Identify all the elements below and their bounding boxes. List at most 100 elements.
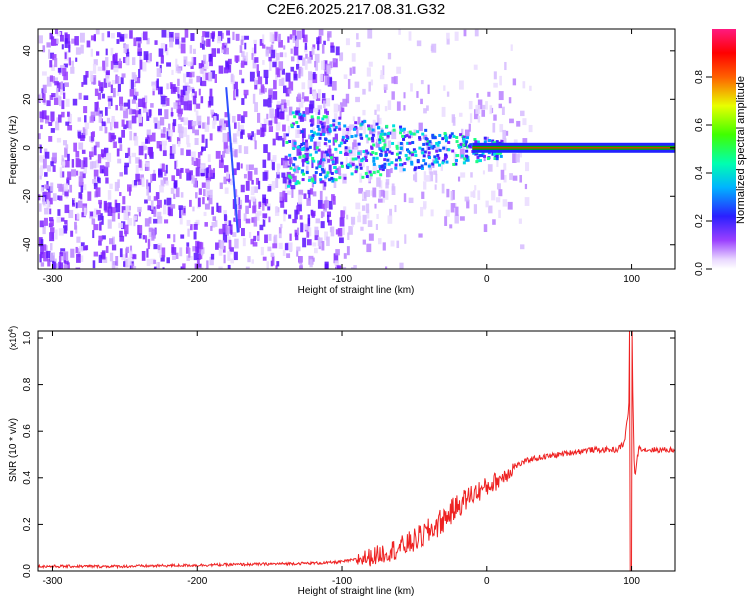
heatmap-cell: [358, 158, 362, 165]
heatmap-cell: [44, 172, 48, 177]
heatmap-cell: [495, 154, 499, 158]
heatmap-cell: [360, 159, 365, 168]
heatmap-cell: [339, 102, 343, 113]
heatmap-cell: [475, 152, 479, 156]
heatmap-cell: [111, 118, 116, 127]
heatmap-cell: [283, 213, 286, 222]
heatmap-cell: [216, 48, 220, 54]
heatmap-cell: [52, 261, 56, 269]
heatmap-cell: [256, 235, 260, 240]
heatmap-cell: [491, 190, 496, 201]
heatmap-cell: [193, 104, 197, 112]
heatmap-cell: [109, 238, 114, 245]
heatmap-cell: [300, 130, 304, 134]
heatmap-cell: [319, 180, 323, 184]
heatmap-cell: [144, 153, 147, 160]
heatmap-cell: [399, 262, 404, 269]
heatmap-cell: [276, 168, 280, 175]
heatmap-cell: [378, 164, 382, 168]
heatmap-cell: [361, 205, 366, 211]
heatmap-cell: [330, 45, 335, 53]
heatmap-cell: [522, 138, 528, 143]
heatmap-cell: [47, 258, 51, 267]
heatmap-cell: [89, 75, 94, 82]
heatmap-cell: [243, 213, 247, 222]
heatmap-cell: [204, 122, 210, 132]
heatmap-cell: [85, 127, 88, 136]
heatmap-cell: [210, 70, 216, 79]
heatmap-cell: [83, 184, 87, 191]
heatmap-cell: [117, 83, 121, 92]
heatmap-cell: [495, 197, 501, 203]
heatmap-cell: [71, 169, 76, 177]
heatmap-cell: [164, 219, 169, 224]
heatmap-cell: [119, 248, 123, 258]
heatmap-cell: [262, 88, 267, 93]
heatmap-cell: [55, 88, 59, 98]
top-x-tick-label: -300: [42, 274, 62, 285]
heatmap-cell: [256, 129, 261, 135]
heatmap-cell: [107, 152, 112, 162]
heatmap-cell: [132, 82, 136, 88]
heatmap-cell: [98, 80, 101, 86]
heatmap-cell: [311, 47, 315, 55]
top-x-axis-label: Height of straight line (km): [298, 285, 415, 296]
heatmap-cell: [268, 56, 272, 62]
heatmap-cell: [362, 109, 366, 116]
heatmap-cell: [95, 187, 101, 197]
heatmap-cell: [326, 236, 330, 247]
heatmap-cell: [444, 133, 448, 137]
heatmap-cell: [317, 109, 321, 115]
heatmap-cell: [288, 81, 294, 91]
heatmap-cell: [148, 227, 154, 232]
heatmap-cell: [137, 48, 142, 55]
heatmap-cell: [473, 64, 478, 70]
heatmap-cell: [327, 33, 330, 42]
heatmap-cell: [175, 36, 180, 45]
heatmap-cell: [147, 205, 151, 211]
heatmap-cell: [150, 103, 154, 108]
heatmap-cell: [321, 203, 326, 209]
heatmap-cell: [44, 184, 50, 189]
heatmap-cell: [524, 197, 530, 206]
heatmap-cell: [93, 145, 97, 156]
heatmap-cell: [312, 174, 317, 184]
heatmap-cell: [191, 151, 196, 162]
heatmap-cell: [191, 121, 197, 127]
heatmap-cell: [262, 34, 265, 44]
heatmap-cell: [43, 251, 48, 262]
heatmap-cell: [83, 95, 89, 100]
heatmap-cell: [272, 61, 277, 68]
heatmap-cell: [268, 88, 273, 95]
heatmap-cell: [81, 212, 86, 218]
heatmap-cell: [131, 57, 136, 66]
heatmap-cell: [117, 32, 121, 38]
heatmap-cell: [164, 109, 169, 120]
heatmap-cell: [98, 254, 103, 263]
heatmap-cell: [153, 196, 159, 201]
heatmap-cell: [159, 185, 164, 193]
heatmap-cell: [316, 37, 320, 45]
heatmap-cell: [116, 90, 120, 96]
heatmap-cell: [238, 197, 241, 205]
heatmap-cell: [427, 84, 430, 94]
heatmap-cell: [455, 206, 459, 216]
heatmap-cell: [105, 245, 109, 253]
heatmap-cell: [366, 67, 371, 77]
heatmap-cell: [135, 77, 141, 84]
heatmap-cell: [283, 45, 286, 50]
heatmap-cell: [64, 82, 69, 87]
heatmap-cell: [352, 142, 355, 150]
heatmap-cell: [190, 71, 195, 78]
heatmap-cell: [191, 157, 194, 165]
heatmap-cell: [435, 141, 439, 145]
heatmap-cell: [366, 137, 369, 144]
heatmap-cell: [143, 51, 149, 60]
heatmap-cell: [171, 69, 174, 75]
bottom-x-tick-label: -100: [332, 576, 352, 587]
heatmap-cell: [146, 112, 150, 121]
heatmap-cell: [166, 98, 170, 106]
heatmap-cell: [341, 107, 345, 112]
heatmap-cell: [59, 96, 62, 107]
heatmap-cell: [221, 32, 224, 39]
